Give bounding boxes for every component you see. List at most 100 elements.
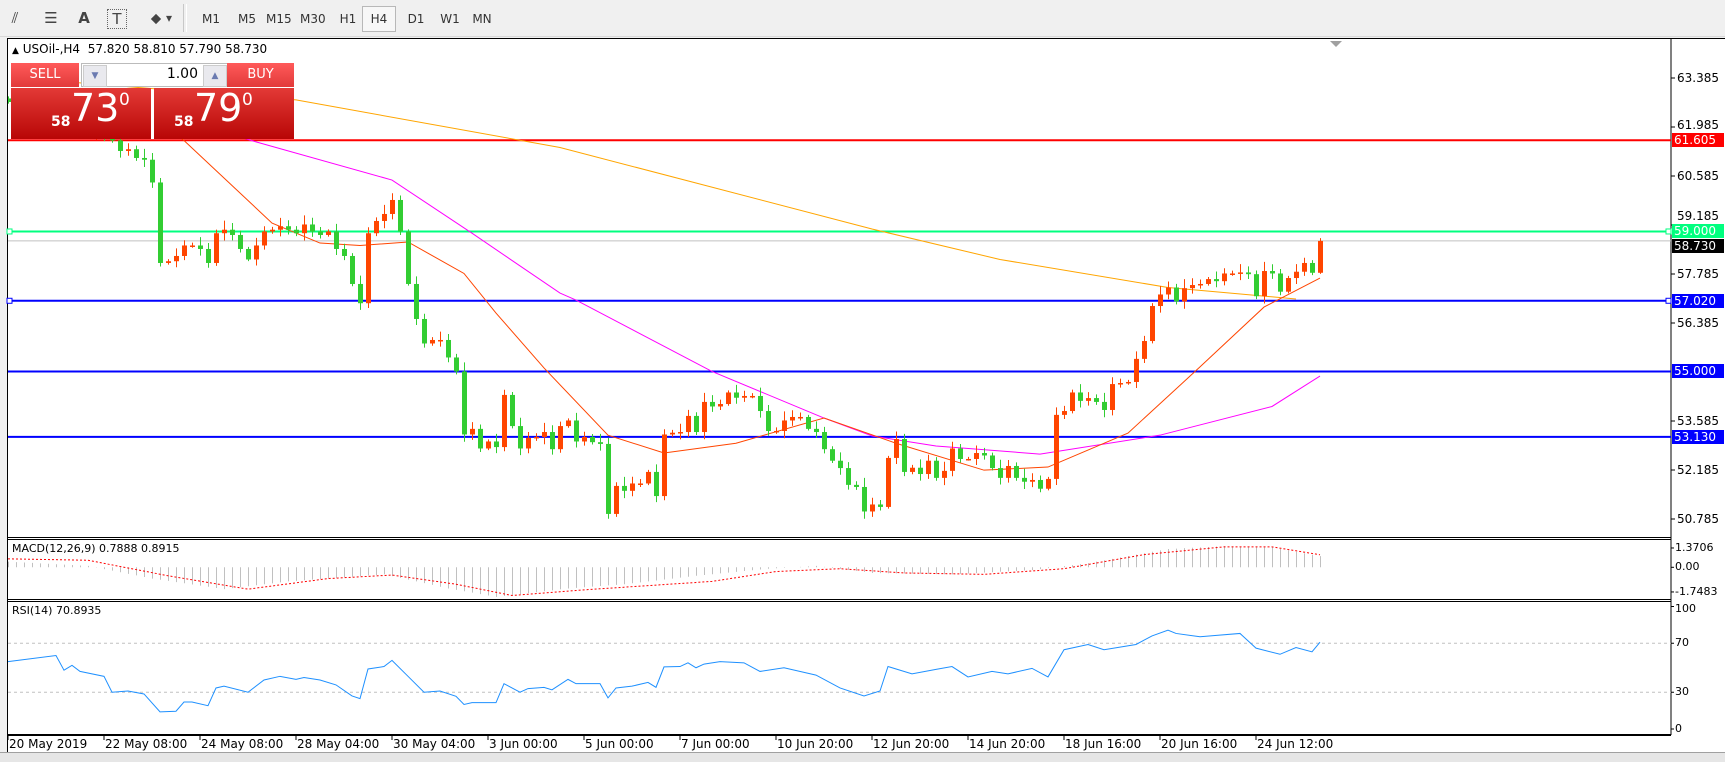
timeframe-w1[interactable]: W1 <box>440 12 460 26</box>
sell-button[interactable]: SELL <box>11 63 79 87</box>
candle-body <box>766 411 771 431</box>
line-handle <box>6 228 13 235</box>
horizontal-line-label: 57.020 <box>1672 294 1724 308</box>
candle-body <box>438 339 443 342</box>
candle <box>486 439 491 451</box>
candle <box>1102 392 1107 418</box>
timeframe-mn[interactable]: MN <box>472 12 492 26</box>
text-icon[interactable]: A <box>78 9 90 27</box>
candle-body <box>550 432 555 450</box>
collapse-arrow-icon[interactable]: ▲ <box>12 46 19 56</box>
candle-body <box>710 401 715 407</box>
candle-body <box>398 199 403 232</box>
moving-average-line <box>239 136 1321 455</box>
volume-down-icon[interactable]: ▼ <box>83 65 107 87</box>
candle-body <box>462 371 467 435</box>
candle <box>870 497 875 517</box>
candle-body <box>718 404 723 407</box>
candle <box>1318 238 1323 274</box>
candle <box>1270 264 1275 279</box>
time-tick-label: 10 Jun 20:00 <box>777 737 854 751</box>
candle <box>1054 407 1059 485</box>
candle-body <box>430 339 435 344</box>
horizontal-line-label: 55.000 <box>1672 364 1724 378</box>
candle-body <box>1270 271 1275 274</box>
candle <box>366 227 371 309</box>
candle-body <box>302 224 307 234</box>
candle <box>182 240 187 261</box>
candle <box>934 457 939 481</box>
candle-body <box>838 460 843 469</box>
text-label-icon[interactable]: T <box>107 9 127 29</box>
candle <box>246 246 251 262</box>
candle <box>1078 384 1083 408</box>
candle <box>990 452 995 471</box>
timeframe-h4[interactable]: H4 <box>362 6 396 32</box>
candle <box>702 392 707 440</box>
candle <box>1030 473 1035 488</box>
buy-button[interactable]: BUY <box>227 63 294 87</box>
candle-body <box>678 432 683 434</box>
candle-body <box>734 392 739 398</box>
candle-body <box>606 443 611 514</box>
candle <box>806 414 811 431</box>
price-tick-label: 56.385 <box>1677 316 1719 330</box>
candle <box>638 479 643 488</box>
candle-body <box>1142 341 1147 359</box>
candle-body <box>166 261 171 263</box>
candle-body <box>326 231 331 235</box>
candle <box>910 464 915 475</box>
timeframe-m15[interactable]: M15 <box>266 12 292 26</box>
candle-body <box>558 426 563 450</box>
candle-body <box>1038 479 1043 489</box>
fibonacci-icon[interactable]: ☰ <box>44 9 58 27</box>
volume-stepper[interactable]: ▼ 1.00 ▲ <box>81 63 229 87</box>
candle-body <box>878 504 883 507</box>
candle-body <box>518 426 523 449</box>
timeframe-m1[interactable]: M1 <box>202 12 220 26</box>
chart-window[interactable] <box>7 38 1725 753</box>
candle <box>662 429 667 501</box>
buy-price[interactable]: 58 79 0 <box>154 86 294 139</box>
candle-body <box>1302 262 1307 272</box>
timeframe-m30[interactable]: M30 <box>300 12 326 26</box>
current-price-label: 58.730 <box>1672 239 1724 253</box>
timeframe-d1[interactable]: D1 <box>407 12 425 26</box>
candle <box>454 353 459 375</box>
chart-tabs-bar[interactable] <box>0 752 1725 762</box>
candle-body <box>1070 392 1075 412</box>
price-tick-label: 50.785 <box>1677 512 1719 526</box>
candle <box>238 230 243 253</box>
candle-body <box>926 460 931 475</box>
candle <box>862 477 867 519</box>
time-tick-label: 28 May 04:00 <box>297 737 380 751</box>
volume-up-icon[interactable]: ▲ <box>203 65 227 87</box>
macd-tick-label: -1.7483 <box>1675 585 1718 598</box>
time-tick-label: 20 May 2019 <box>9 737 88 751</box>
candle <box>558 421 563 453</box>
chevron-down-icon[interactable]: ▾ <box>165 11 173 25</box>
volume-input[interactable]: 1.00 <box>166 66 198 82</box>
candle-body <box>1134 358 1139 382</box>
candle <box>886 455 891 509</box>
candle-body <box>350 255 355 284</box>
elliott-wave-icon[interactable]: ⫽ <box>11 9 19 27</box>
candle-body <box>1054 414 1059 479</box>
candle-body <box>262 231 267 246</box>
timeframe-m5[interactable]: M5 <box>238 12 256 26</box>
sell-price[interactable]: 58 73 0 <box>11 86 151 139</box>
candle <box>478 424 483 453</box>
price-tick-label: 57.785 <box>1677 267 1719 281</box>
candle <box>470 422 475 440</box>
candle <box>1254 270 1259 300</box>
candle <box>718 399 723 411</box>
candle-body <box>158 182 163 263</box>
chart-shift-marker <box>1330 41 1342 47</box>
line-handle <box>6 297 13 304</box>
rsi-label: RSI(14) 70.8935 <box>12 604 102 617</box>
chart-header: ▲ USOil-,H4 57.820 58.810 57.790 58.730 <box>12 42 267 56</box>
arrows-icon[interactable]: ⬥ <box>150 9 162 27</box>
candle-body <box>614 485 619 514</box>
timeframe-h1[interactable]: H1 <box>339 12 357 26</box>
